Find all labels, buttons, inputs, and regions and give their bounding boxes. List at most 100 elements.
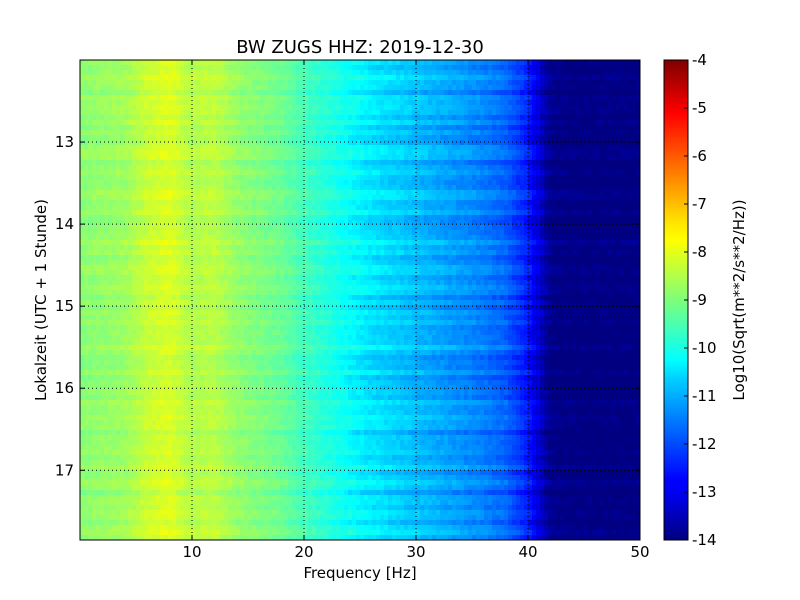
heatmap-cell xyxy=(164,160,169,166)
heatmap-cell xyxy=(336,235,341,241)
heatmap-cell xyxy=(376,175,381,181)
heatmap-cell xyxy=(180,105,185,111)
heatmap-cell xyxy=(576,110,581,116)
heatmap-cell xyxy=(532,60,537,66)
heatmap-cell xyxy=(392,105,397,111)
heatmap-cell xyxy=(180,135,185,141)
heatmap-cell xyxy=(464,165,469,171)
heatmap-cell xyxy=(168,165,173,171)
heatmap-cell xyxy=(288,220,293,226)
heatmap-cell xyxy=(520,160,525,166)
heatmap-cell xyxy=(248,145,253,151)
heatmap-cell xyxy=(140,75,145,81)
heatmap-cell xyxy=(484,205,489,211)
heatmap-cell xyxy=(80,220,85,226)
heatmap-cell xyxy=(184,220,189,226)
heatmap-cell xyxy=(540,115,545,121)
heatmap-cell xyxy=(492,75,497,81)
heatmap-cell xyxy=(352,225,357,231)
heatmap-cell xyxy=(168,80,173,86)
heatmap-cell xyxy=(228,110,233,116)
heatmap-cell xyxy=(196,225,201,231)
heatmap-cell xyxy=(568,210,573,216)
heatmap-cell xyxy=(444,225,449,231)
heatmap-cell xyxy=(512,110,517,116)
heatmap-cell xyxy=(436,215,441,221)
heatmap-cell xyxy=(368,205,373,211)
heatmap-cell xyxy=(168,95,173,101)
heatmap-cell xyxy=(80,205,85,211)
heatmap-cell xyxy=(136,220,141,226)
heatmap-cell xyxy=(328,125,333,131)
heatmap-cell xyxy=(568,205,573,211)
heatmap-cell xyxy=(416,165,421,171)
heatmap-cell xyxy=(220,175,225,181)
heatmap-cell xyxy=(432,90,437,96)
heatmap-cell xyxy=(524,175,529,181)
heatmap-cell xyxy=(288,130,293,136)
heatmap-cell xyxy=(412,160,417,166)
heatmap-cell xyxy=(228,150,233,156)
heatmap-cell xyxy=(208,145,213,151)
heatmap-cell xyxy=(544,145,549,151)
heatmap-cell xyxy=(480,200,485,206)
heatmap-cell xyxy=(524,195,529,201)
heatmap-cell xyxy=(532,65,537,71)
heatmap-cell xyxy=(536,225,541,231)
heatmap-cell xyxy=(576,175,581,181)
heatmap-cell xyxy=(260,60,265,66)
heatmap-cell xyxy=(372,195,377,201)
heatmap-cell xyxy=(512,150,517,156)
heatmap-cell xyxy=(464,125,469,131)
heatmap-cell xyxy=(504,230,509,236)
heatmap-cell xyxy=(304,95,309,101)
heatmap-cell xyxy=(460,225,465,231)
heatmap-cell xyxy=(340,150,345,156)
heatmap-cell xyxy=(208,220,213,226)
heatmap-cell xyxy=(116,130,121,136)
heatmap-cell xyxy=(180,145,185,151)
heatmap-cell xyxy=(196,85,201,91)
heatmap-cell xyxy=(96,190,101,196)
heatmap-cell xyxy=(576,120,581,126)
heatmap-cell xyxy=(308,150,313,156)
heatmap-cell xyxy=(428,175,433,181)
heatmap-cell xyxy=(228,95,233,101)
heatmap-cell xyxy=(464,170,469,176)
heatmap-cell xyxy=(84,150,89,156)
heatmap-cell xyxy=(440,205,445,211)
heatmap-cell xyxy=(80,120,85,126)
heatmap-cell xyxy=(232,185,237,191)
heatmap-cell xyxy=(84,195,89,201)
heatmap-cell xyxy=(84,165,89,171)
heatmap-cell xyxy=(160,205,165,211)
heatmap-cell xyxy=(492,225,497,231)
heatmap-cell xyxy=(576,230,581,236)
heatmap-cell xyxy=(260,150,265,156)
heatmap-cell xyxy=(168,90,173,96)
heatmap-cell xyxy=(100,235,105,241)
heatmap-cell xyxy=(420,140,425,146)
heatmap-cell xyxy=(92,85,97,91)
heatmap-cell xyxy=(364,205,369,211)
heatmap-cell xyxy=(308,155,313,161)
heatmap-cell xyxy=(480,180,485,186)
heatmap-cell xyxy=(144,225,149,231)
heatmap-cell xyxy=(372,200,377,206)
heatmap-cell xyxy=(284,85,289,91)
heatmap-cell xyxy=(220,145,225,151)
heatmap-cell xyxy=(384,220,389,226)
heatmap-cell xyxy=(212,230,217,236)
heatmap-cell xyxy=(456,165,461,171)
heatmap-cell xyxy=(328,145,333,151)
heatmap-cell xyxy=(616,65,621,71)
heatmap-cell xyxy=(100,140,105,146)
heatmap-cell xyxy=(388,170,393,176)
heatmap-cell xyxy=(588,95,593,101)
heatmap-cell xyxy=(552,220,557,226)
heatmap-cell xyxy=(632,130,637,136)
heatmap-cell xyxy=(576,170,581,176)
heatmap-cell xyxy=(372,215,377,221)
heatmap-cell xyxy=(468,110,473,116)
heatmap-cell xyxy=(176,120,181,126)
